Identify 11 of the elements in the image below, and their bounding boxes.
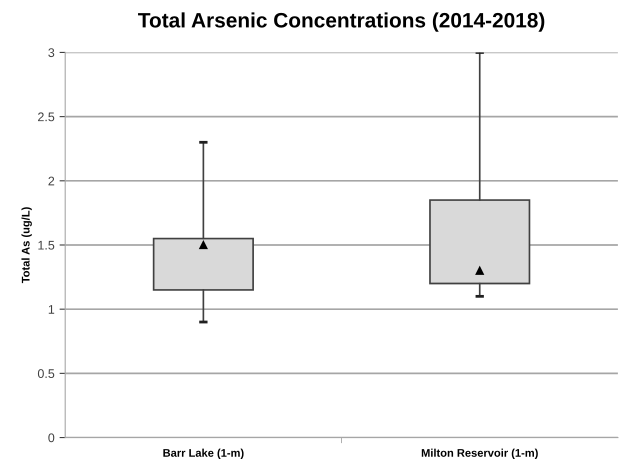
chart-title: Total Arsenic Concentrations (2014-2018) [138, 12, 544, 32]
y-tick-label: 3 [48, 48, 54, 58]
y-tick-label: 2 [48, 176, 54, 186]
y-tick-label: 0.5 [38, 369, 54, 378]
y-tick-label: 0 [48, 433, 54, 442]
x-tick-label: Milton Reservoir (1-m) [422, 448, 538, 460]
y-tick-label: 2.5 [38, 112, 54, 122]
y-tick-label: 1 [48, 305, 54, 314]
y-axis-title: Total As (ug/L) [21, 207, 32, 284]
x-tick-label: Barr Lake (1-m) [163, 448, 244, 460]
y-tick-label: 1.5 [38, 240, 54, 250]
